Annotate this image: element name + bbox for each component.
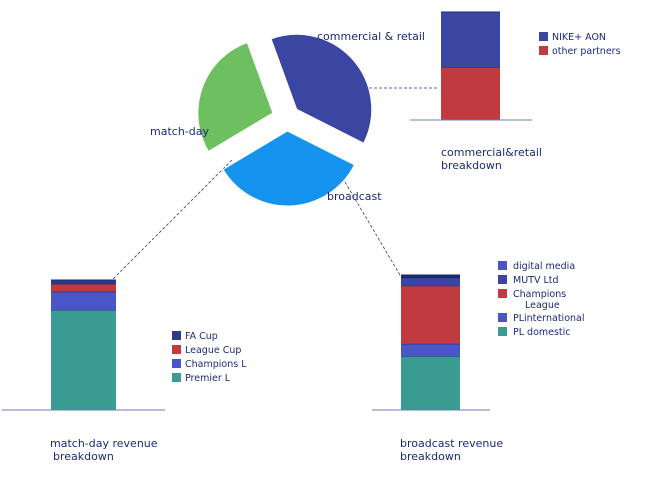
broadcast-bar (401, 274, 460, 410)
legend-swatch-mutv-ltd (498, 275, 507, 284)
pie-slice-match-day (197, 41, 274, 153)
legend-label-other-partners: other partners (552, 46, 621, 57)
pie-slice-broadcast (222, 130, 356, 207)
bar-segment-fa-cup (51, 280, 116, 284)
connector-line-broadcast (344, 181, 401, 276)
legend-swatch-nike-aon (539, 32, 548, 41)
legend-swatch-fa-cup (172, 331, 181, 340)
legend-swatch-plinternational (498, 313, 507, 322)
legend-swatch-other-partners (539, 46, 548, 55)
legend-label-digital-media: digital media (513, 261, 575, 272)
pie-label-matchday: match-day (150, 125, 209, 138)
legend-swatch-digital-media (498, 261, 507, 270)
legend-label-premier-l: Premier L (185, 373, 231, 384)
legend-commercial: NIKE+ AON other partners (539, 32, 621, 57)
bar-segment-plinternational (401, 343, 460, 356)
legend-label-champions: Champions (513, 289, 566, 300)
bar-segment-premier-l (51, 309, 116, 410)
bar-segment-league-cup (51, 283, 116, 292)
legend-swatch-champions (498, 289, 507, 298)
bar-segment-digital-media (401, 275, 460, 278)
caption-broadcast-line2: breakdown (400, 450, 461, 463)
bar-segment-mutv-ltd (401, 277, 460, 286)
caption-commercial-line2: breakdown (441, 159, 502, 172)
legend-label-champions-l: Champions L (185, 359, 247, 370)
legend-label-plinternational: PLinternational (513, 313, 585, 324)
caption-commercial-line1: commercial&retail (441, 146, 542, 159)
commercial-bar (441, 11, 500, 120)
bar-segment-other-partners (441, 67, 500, 120)
legend-label-nike-aon: NIKE+ AON (552, 32, 606, 43)
connector-line-matchday (111, 159, 233, 281)
legend-label-league: League (525, 300, 560, 311)
bar-segment-champions-l (51, 291, 116, 310)
pie-label-broadcast: broadcast (327, 190, 382, 203)
bar-segment-nike-aon (441, 12, 500, 68)
legend-matchday: FA Cup League Cup Champions L Premier L (172, 331, 247, 384)
matchday-bar (51, 279, 116, 410)
caption-matchday-line1: match-day revenue (50, 437, 158, 450)
caption-matchday-line2: breakdown (53, 450, 114, 463)
legend-swatch-champions-l (172, 359, 181, 368)
caption-broadcast-line1: broadcast revenue (400, 437, 503, 450)
revenue-pie (197, 33, 373, 207)
pie-label-commercial: commercial & retail (317, 30, 425, 43)
legend-label-pl-domestic: PL domestic (513, 327, 571, 338)
legend-swatch-pl-domestic (498, 327, 507, 336)
bar-segment-pl-domestic (401, 356, 460, 410)
pie-slice-commercial-retail (270, 33, 373, 144)
legend-swatch-premier-l (172, 373, 181, 382)
legend-label-league-cup: League Cup (185, 345, 241, 356)
bar-segment-champions-league (401, 285, 460, 344)
legend-swatch-league-cup (172, 345, 181, 354)
legend-label-mutv-ltd: MUTV Ltd (513, 275, 559, 286)
legend-label-fa-cup: FA Cup (185, 331, 218, 342)
